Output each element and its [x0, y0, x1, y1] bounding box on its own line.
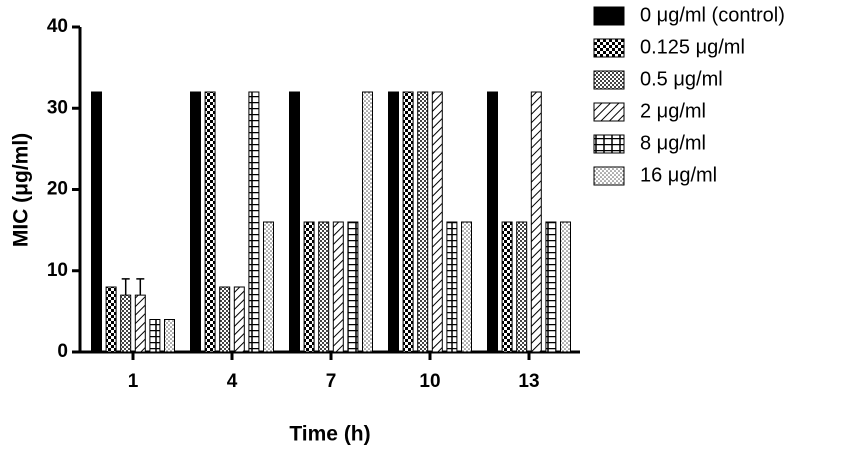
legend-label: 0 μg/ml (control) [640, 4, 785, 26]
bar [501, 221, 513, 353]
legend-label: 0.5 μg/ml [640, 68, 723, 90]
bar [545, 221, 557, 353]
bar [219, 286, 231, 353]
bar [204, 91, 216, 353]
x-tick-label: 1 [128, 371, 139, 392]
bar [149, 319, 161, 353]
bar [347, 221, 359, 353]
legend-label: 16 μg/ml [640, 164, 717, 186]
x-tick-label: 13 [518, 371, 539, 392]
x-tick-label: 4 [227, 371, 238, 392]
legend-swatch [593, 38, 625, 58]
bar [190, 91, 201, 353]
bar [487, 91, 498, 353]
legend-swatch [593, 102, 625, 122]
x-tick-label: 10 [419, 371, 440, 392]
y-tick-label: 30 [47, 97, 68, 118]
bar [560, 221, 571, 353]
legend-swatch [593, 166, 625, 186]
legend-swatch [593, 70, 625, 90]
bar [303, 221, 315, 353]
y-tick-label: 0 [57, 341, 68, 362]
bar [263, 221, 274, 353]
x-tick-label: 7 [326, 371, 337, 392]
bar [318, 221, 330, 353]
bar [134, 294, 146, 353]
bar [248, 91, 260, 353]
legend-swatch [593, 134, 625, 154]
bar [332, 221, 344, 353]
bar [289, 91, 300, 353]
bar [530, 91, 542, 353]
bar [362, 91, 373, 353]
bar [402, 91, 414, 353]
bar [516, 221, 528, 353]
bar [120, 294, 132, 353]
legend-label: 8 μg/ml [640, 132, 706, 154]
y-tick-label: 20 [47, 179, 68, 200]
bar [431, 91, 443, 353]
bar [105, 286, 117, 353]
bar [446, 221, 458, 353]
bar [461, 221, 472, 353]
bar [417, 91, 429, 353]
legend-label: 2 μg/ml [640, 100, 706, 122]
bar [91, 91, 102, 353]
y-tick-label: 40 [47, 16, 68, 37]
legend-label: 0.125 μg/ml [640, 36, 745, 58]
bar [233, 286, 245, 353]
y-tick-label: 10 [47, 260, 68, 281]
error-bar [121, 278, 130, 296]
legend-swatch [593, 6, 625, 26]
error-bar [136, 278, 145, 296]
y-axis-title: MIC (μg/ml) [10, 133, 33, 247]
bar [164, 319, 175, 353]
bar [388, 91, 399, 353]
x-axis-title: Time (h) [289, 423, 370, 446]
